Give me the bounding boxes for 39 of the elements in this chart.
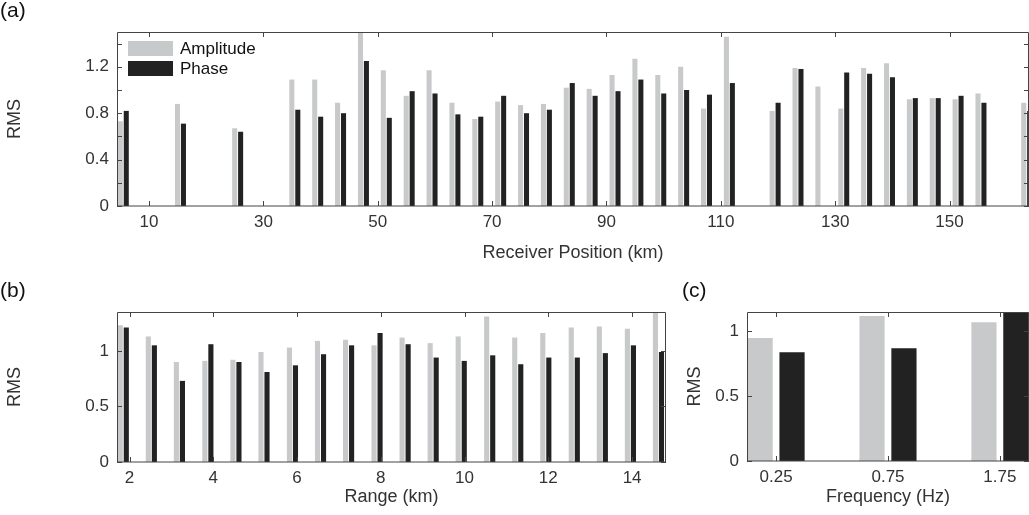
- x-tick-label: 130: [820, 211, 850, 231]
- y-tick-label: 0: [729, 450, 739, 470]
- y-tick-label: 0.5: [715, 385, 739, 405]
- x-axis-title: Receiver Position (km): [482, 242, 664, 263]
- x-tick-label: 110: [707, 211, 735, 231]
- x-axis-title: Frequency (Hz): [825, 486, 951, 507]
- y-tick-label: 0: [99, 451, 109, 471]
- y-tick-label: 0.8: [85, 102, 109, 122]
- x-tick-label: 30: [253, 211, 273, 231]
- x-tick-label: 0.25: [759, 466, 793, 486]
- x-tick-label: 150: [935, 211, 964, 231]
- x-tick-label: 90: [596, 211, 616, 231]
- chart-title: (b): [0, 278, 26, 302]
- legend-label: Phase: [180, 58, 229, 78]
- chart-title: (a): [0, 0, 26, 22]
- y-tick-label: 1.2: [85, 56, 109, 76]
- x-tick-label: 12: [538, 467, 558, 487]
- x-tick-label: 70: [482, 211, 502, 231]
- x-tick-label: 4: [208, 467, 219, 487]
- x-tick-label: 10: [139, 211, 159, 231]
- x-axis-title: Range (km): [344, 486, 439, 507]
- x-tick-label: 8: [376, 467, 386, 487]
- y-tick-label: 0.4: [85, 149, 109, 169]
- x-tick-label: 0.75: [871, 466, 905, 486]
- y-tick-label: 0.5: [85, 396, 109, 416]
- x-tick-label: 6: [292, 467, 302, 487]
- y-axis-title: RMS: [3, 99, 24, 139]
- y-tick-label: 1: [99, 340, 109, 360]
- x-tick-label: 14: [622, 467, 642, 487]
- chart-title: (c): [682, 278, 707, 302]
- legend-label: Amplitude: [180, 38, 256, 58]
- x-tick-label: 50: [368, 211, 388, 231]
- y-axis-title: RMS: [683, 366, 704, 407]
- x-tick-label: 10: [455, 467, 475, 487]
- y-axis-title: RMS: [3, 367, 24, 407]
- y-tick-label: 0: [99, 195, 109, 215]
- x-tick-label: 2: [124, 467, 135, 487]
- y-tick-label: 1: [729, 321, 739, 341]
- x-tick-label: 1.75: [983, 466, 1017, 486]
